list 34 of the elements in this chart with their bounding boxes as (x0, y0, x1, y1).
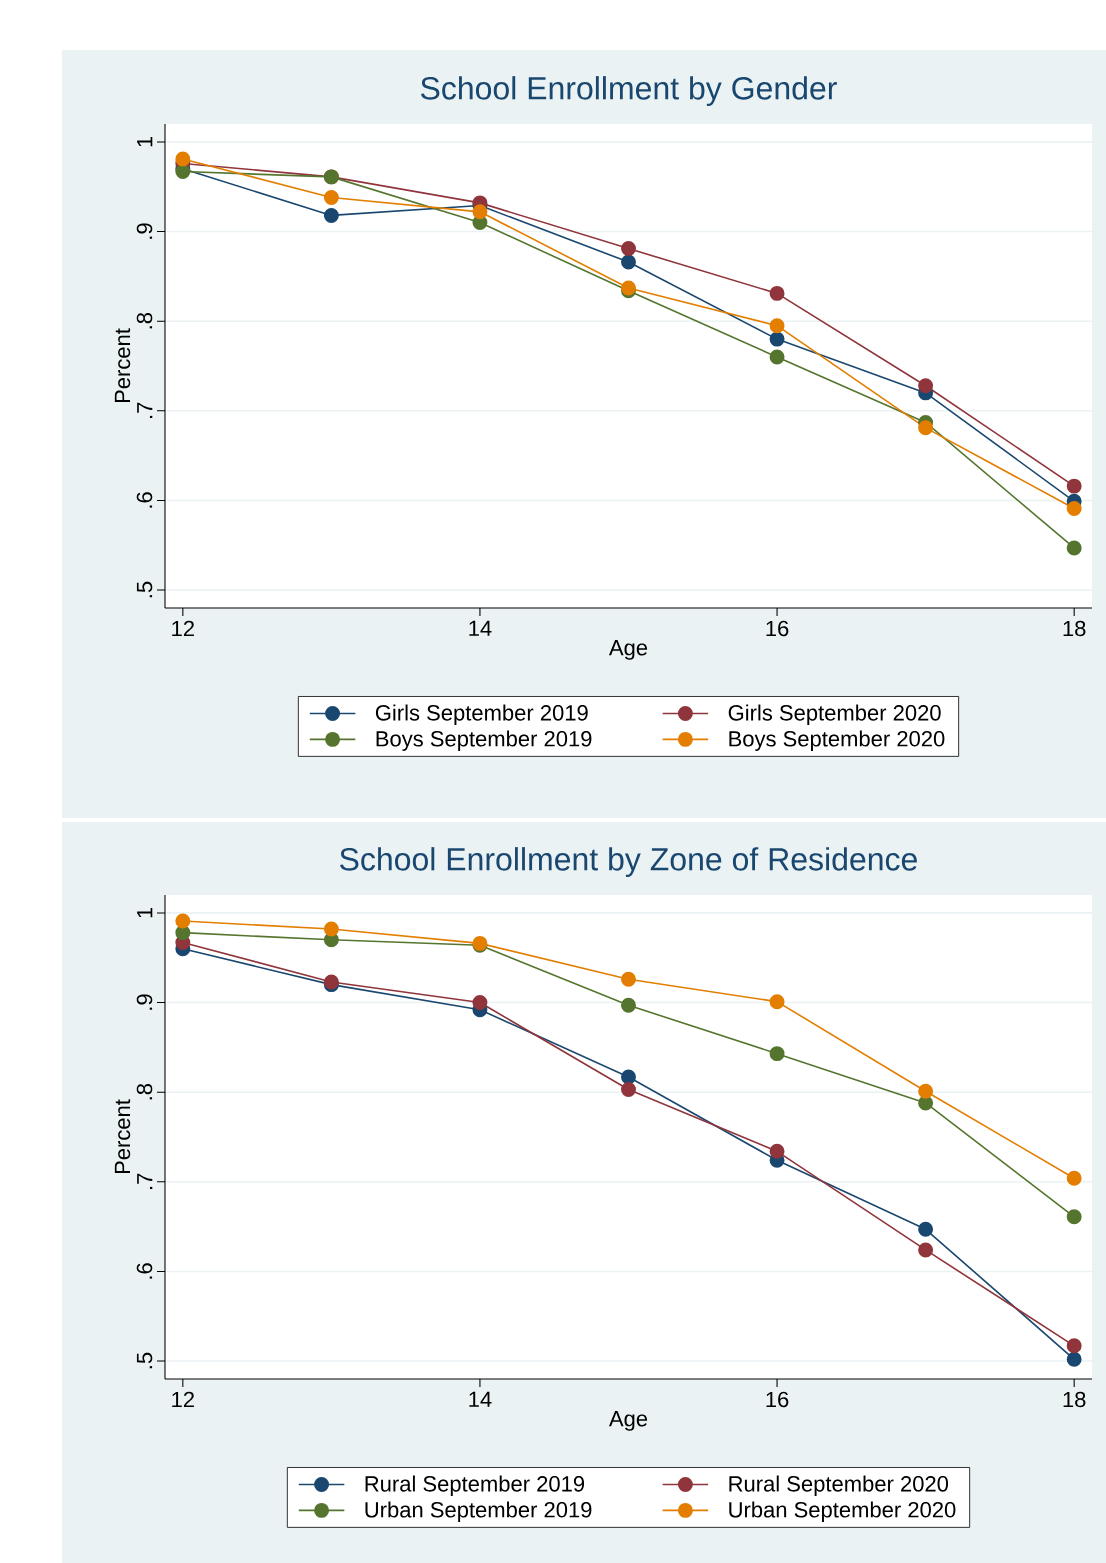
y-tick-label: .7 (137, 402, 153, 418)
chart-title: School Enrollment by Gender (420, 76, 837, 106)
y-axis-title: Percent (114, 328, 131, 403)
x-tick-label: 16 (766, 620, 789, 637)
y-tick-label: 1 (137, 136, 153, 147)
y-axis-title: Percent (114, 1099, 131, 1174)
chart-title: School Enrollment by Zone of Residence (340, 847, 917, 877)
x-tick-label: 12 (172, 1391, 194, 1408)
x-axis-title: Age (608, 640, 648, 660)
y-tick-label: 1 (137, 907, 153, 918)
y-tick-label: .5 (136, 1352, 153, 1369)
legend-label: Girls September 2019 (375, 704, 588, 725)
x-tick-label: 18 (1063, 620, 1086, 637)
x-tick-label: 16 (766, 1391, 789, 1408)
y-tick-label: .8 (136, 312, 153, 329)
y-tick-label: .8 (136, 1083, 153, 1100)
x-tick-label: 14 (469, 620, 492, 636)
y-tick-label: .9 (136, 994, 153, 1010)
y-tick-label: .6 (136, 1263, 153, 1279)
y-tick-label: .5 (136, 581, 153, 598)
y-tick-label: .6 (136, 492, 153, 508)
legend-label: Rural September 2020 (729, 1475, 949, 1496)
legend-label: Girls September 2020 (728, 704, 941, 725)
legend-label: Urban September 2020 (729, 1501, 956, 1522)
y-tick-label: .9 (136, 223, 153, 239)
x-tick-label: 12 (172, 620, 194, 637)
legend-label: Urban September 2019 (365, 1501, 592, 1522)
x-tick-label: 18 (1063, 1391, 1086, 1408)
y-tick-label: .7 (137, 1173, 153, 1189)
legend-label: Rural September 2019 (365, 1475, 585, 1496)
x-axis-title: Age (608, 1411, 648, 1431)
legend-label: Boys September 2020 (729, 730, 945, 751)
x-tick-label: 14 (469, 1391, 492, 1407)
legend-label: Boys September 2019 (376, 730, 592, 751)
